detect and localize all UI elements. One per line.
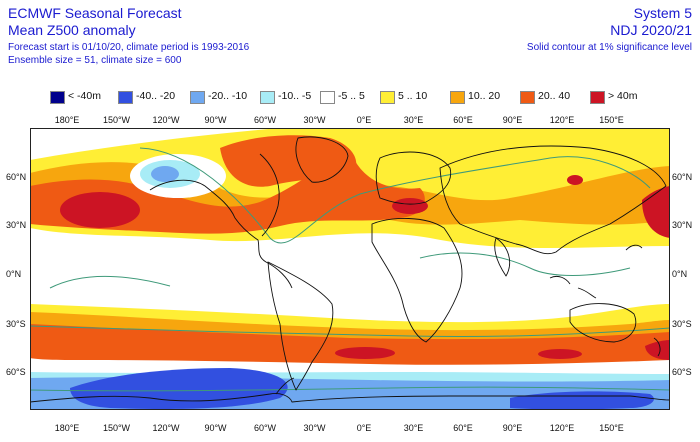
lon-tick-bottom: 180°E [54,423,80,433]
lon-tick-top: 90°W [204,115,227,125]
australia-coast [569,303,637,343]
lat-tick-left: 60°N [6,172,27,182]
system-label: System 5 [633,5,692,21]
header-right: System 5 NDJ 2020/21 Solid contour at 1%… [527,5,692,54]
contour-tropics-b [419,252,631,276]
legend-label: 20.. 40 [538,90,571,102]
contour-sh [30,325,670,338]
ne-pacific-max [60,192,140,228]
lon-tick-top: 150°E [599,115,624,125]
season-label: NDJ 2020/21 [610,22,692,38]
lon-tick-top: 120°W [152,115,180,125]
legend-swatch [260,91,275,104]
lat-tick-right: 60°N [672,172,693,182]
india-coast [494,237,510,277]
lon-tick-top: 0°E [356,115,372,125]
asia-coast [439,145,667,255]
lon-tick-bottom: 120°W [152,423,180,433]
greenland-coast [295,136,349,183]
lat-tick-right: 30°S [672,319,692,329]
legend-swatch [320,91,335,104]
lon-tick-bottom: 30°E [403,423,424,433]
lat-tick-right: 60°S [672,367,692,377]
header-left: ECMWF Seasonal Forecast Mean Z500 anomal… [8,5,249,67]
sh-max-indian [538,349,582,359]
lon-tick-bottom: 30°W [303,423,326,433]
lon-tick-top: 60°E [453,115,473,125]
lon-tick-bottom: 120°E [549,423,575,433]
legend-label: -20.. -10 [208,90,248,102]
new-zealand-coast [653,337,661,357]
lon-tick-top: 90°E [502,115,523,125]
legend-label: -40.. -20 [136,90,176,102]
legend-label: < -40m [68,90,101,102]
antarctic-peninsula-coast [275,377,295,395]
ensemble-info: Ensemble size = 51, climate size = 600 [8,55,182,66]
legend-swatch [118,91,133,104]
south-america-coast [267,261,334,391]
lon-tick-top: 30°W [303,115,326,125]
lat-tick-left: 60°S [6,367,26,377]
greenland-anomaly [220,135,357,187]
z500-anomaly-map [30,128,670,410]
lat-tick-left: 30°N [6,220,27,230]
significance-contours [30,147,670,392]
legend-swatch [50,91,65,104]
lon-tick-bottom: 150°W [102,423,131,433]
legend-swatch [190,91,205,104]
lat-tick-right: 30°N [672,220,693,230]
forecast-info: Forecast start is 01/10/20, climate peri… [8,42,250,53]
lon-tick-bottom: 0°E [356,423,372,433]
legend-swatch [520,91,535,104]
north-america-east-coast [259,153,280,237]
sh-red-orange-band [30,324,670,365]
lat-tick-left: 0°N [6,269,22,279]
lon-tick-bottom: 150°E [599,423,624,433]
coastlines [30,136,670,403]
europe-coast [375,151,452,205]
lon-tick-top: 30°E [403,115,424,125]
legend-swatch [380,91,395,104]
map-subtitle: Mean Z500 anomaly [8,22,136,38]
islands-coast [549,244,643,299]
legend-swatch [450,91,465,104]
contour-tropics-a [49,275,171,289]
contour-nh [139,147,651,244]
nw-pacific-max [642,186,670,238]
legend-label: 5 .. 10 [398,90,428,102]
map-title: ECMWF Seasonal Forecast [8,5,182,21]
lon-tick-bottom: 90°W [204,423,227,433]
significance-note: Solid contour at 1% significance level [526,42,692,53]
map-frame [30,128,670,410]
color-legend: < -40m -40.. -20 -20.. -10 -10.. -5 -5 .. 5 5… [50,89,670,105]
lat-tick-right: 0°N [672,269,688,279]
europe-max [392,198,428,214]
north-america-coast [149,179,293,289]
lon-tick-top: 120°E [549,115,575,125]
africa-coast [371,217,463,343]
lon-tick-top: 150°W [102,115,131,125]
lat-tick-left: 30°S [6,319,26,329]
sh-max-atlantic [335,347,395,359]
lon-tick-top: 60°W [253,115,277,125]
east-asia-max [567,175,583,185]
alaska-neg-inner [151,166,179,182]
legend-label: -10.. -5 [278,90,312,102]
antarctica-coast [30,393,670,403]
lon-tick-bottom: 60°W [253,423,277,433]
contour-antarctic [30,386,670,392]
sh-max-east [645,340,670,360]
legend-swatch [590,91,605,104]
lon-tick-bottom: 60°E [453,423,473,433]
legend-label: -5 .. 5 [338,90,365,102]
lon-tick-bottom: 90°E [502,423,523,433]
legend-label: > 40m [608,90,638,102]
legend-label: 10.. 20 [468,90,501,102]
lon-tick-top: 180°E [54,115,80,125]
